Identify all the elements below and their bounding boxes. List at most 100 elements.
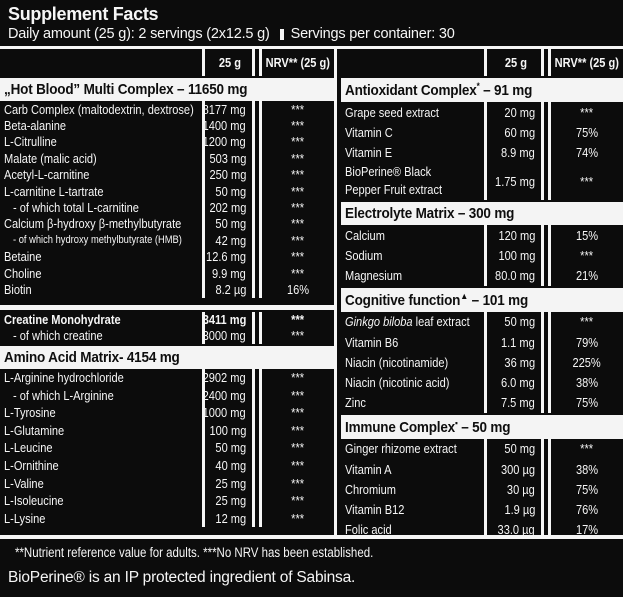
ingredient-amount: 1000 mg xyxy=(202,403,255,422)
page-title: Supplement Facts xyxy=(8,4,159,24)
section-header-title: Cognitive function▲ – 101 mg xyxy=(345,290,529,309)
ingredient-name: Malate (malic acid) xyxy=(0,150,202,166)
column-header-nrv-label: NRV** (25 g) xyxy=(265,55,331,70)
ingredient-amount: 42 mg xyxy=(202,232,255,249)
ingredient-amount: 30 µg xyxy=(484,479,544,500)
ingredient-nrv: 75% xyxy=(548,392,623,413)
table-row: Vitamin B12 1.9 µg 76% xyxy=(341,499,623,520)
ingredient-nrv-text: *** xyxy=(291,232,305,248)
ingredient-name-text: Carb Complex (maltodextrin, dextrose) xyxy=(4,101,194,117)
ingredient-nrv: *** xyxy=(259,199,334,216)
section-footnote-mark: ▲ xyxy=(460,290,469,301)
table-row: Calcium β-hydroxy β-methylbutyrate 50 mg *… xyxy=(0,215,334,233)
table-row: - of which hydroxy methylbutyrate (HMB) 4… xyxy=(0,232,334,249)
ingredient-amount: 50 mg xyxy=(484,311,544,332)
table-divider-line xyxy=(334,49,337,535)
ingredient-amount: 80.0 mg xyxy=(484,265,544,286)
section-header-title: Immune Complex▪ – 50 mg xyxy=(345,417,511,436)
ingredient-name-text: Vitamin E xyxy=(345,144,393,160)
ingredient-nrv: *** xyxy=(259,474,334,492)
ingredient-amount: 503 mg xyxy=(202,150,255,167)
table-row: Acetyl-L-carnitine 250 mg *** xyxy=(0,166,334,183)
ingredient-nrv-text: *** xyxy=(291,328,305,344)
ingredient-nrv-text: *** xyxy=(291,493,305,509)
ingredient-amount-text: 2902 mg xyxy=(202,369,246,385)
ingredient-name-text: L-Tyrosine xyxy=(4,405,56,421)
ingredient-nrv-text: 76% xyxy=(575,501,599,517)
ingredient-amount-text: 100 mg xyxy=(209,422,246,438)
table-row: BioPerine® Black Pepper Fruit extract 1.7… xyxy=(341,162,623,201)
table-row: Creatine Monohydrate 3411 mg *** xyxy=(0,311,334,328)
ingredient-nrv: 75% xyxy=(548,479,623,500)
ingredient-amount-text: 25 mg xyxy=(215,493,246,509)
table-row: - of which creatine 3000 mg *** xyxy=(0,327,334,344)
ingredient-amount-text: 25 mg xyxy=(215,475,246,491)
ingredient-amount-text: 50 mg xyxy=(504,441,535,457)
ingredient-name-text: Calcium β-hydroxy β-methylbutyrate xyxy=(4,216,182,232)
ingredient-name-text: Vitamin B6 xyxy=(345,334,399,350)
table-row: Sodium 100 mg *** xyxy=(341,245,623,266)
column-header-qty-label: 25 g xyxy=(219,55,242,70)
ingredient-name: L-Lysine xyxy=(0,509,202,527)
ingredient-amount: 25 mg xyxy=(202,474,255,492)
ingredient-nrv-text: *** xyxy=(291,475,305,491)
ingredient-name: Vitamin B12 xyxy=(341,499,484,519)
ingredient-amount-text: 503 mg xyxy=(209,150,246,166)
ingredient-name: L-carnitine L-tartrate xyxy=(0,183,202,199)
table-row: L-Tyrosine 1000 mg *** xyxy=(0,403,334,422)
ingredient-amount: 6.0 mg xyxy=(484,372,544,393)
column-header-nrv: NRV** (25 g) xyxy=(259,49,334,76)
table-row: L-Ornithine 40 mg *** xyxy=(0,456,334,475)
left-table: 25 g NRV** (25 g) „Hot Blood” Multi Comple… xyxy=(0,49,334,535)
ingredient-amount: 1.75 mg xyxy=(484,162,544,201)
ingredient-nrv-text: *** xyxy=(291,167,305,183)
ingredient-amount: 8.2 µg xyxy=(202,281,255,298)
ingredient-nrv: 75% xyxy=(548,122,623,143)
ingredient-nrv-text: *** xyxy=(580,441,594,457)
column-header-nrv: NRV** (25 g) xyxy=(548,49,623,76)
section-header: Cognitive function▲ – 101 mg xyxy=(341,287,623,312)
ingredient-amount-text: 1.1 mg xyxy=(501,334,535,350)
table-row: Chromium 30 µg 75% xyxy=(341,479,623,500)
ingredient-name: L-Leucine xyxy=(0,439,202,457)
ingredient-nrv: 16% xyxy=(259,281,334,298)
ingredient-name: Grape seed extract xyxy=(341,102,484,122)
ingredient-nrv-text: 38% xyxy=(575,461,599,477)
ingredient-name-text: Vitamin B12 xyxy=(345,501,405,517)
column-header-row: 25 g NRV** (25 g) xyxy=(0,49,334,76)
ingredient-amount: 12 mg xyxy=(202,509,255,528)
ingredient-name-text: BioPerine® Black Pepper Fruit extract xyxy=(345,163,443,198)
ingredient-name-text: Ginkgo biloba leaf extract xyxy=(345,314,470,330)
section-header: Immune Complex▪ – 50 mg xyxy=(341,414,623,439)
ingredient-nrv-text: *** xyxy=(291,369,305,385)
table-row: Niacin (nicotinic acid) 6.0 mg 38% xyxy=(341,372,623,393)
table-row: Vitamin B6 1.1 mg 79% xyxy=(341,332,623,353)
ingredient-amount-text: 250 mg xyxy=(209,167,246,183)
ingredient-amount: 25 mg xyxy=(202,491,255,510)
ingredient-nrv-text: *** xyxy=(580,104,594,120)
ingredient-amount: 8177 mg xyxy=(202,101,255,118)
ingredient-amount: 1400 mg xyxy=(202,117,255,134)
table-row: Vitamin C 60 mg 75% xyxy=(341,122,623,143)
ingredient-name: Vitamin C xyxy=(341,122,484,142)
ingredient-name: Niacin (nicotinamide) xyxy=(341,352,484,372)
table-section: Cognitive function▲ – 101 mg Ginkgo bilob… xyxy=(341,286,623,413)
ingredient-amount: 100 mg xyxy=(202,421,255,440)
table-row: Zinc 7.5 mg 75% xyxy=(341,392,623,413)
ingredient-nrv: *** xyxy=(259,311,334,328)
section-header: Amino Acid Matrix- 4154 mg xyxy=(0,345,334,369)
footnotes: **Nutrient reference value for adults. *… xyxy=(0,539,623,587)
ingredient-amount-text: 3411 mg xyxy=(202,312,246,328)
ingredient-nrv-text: *** xyxy=(291,312,305,328)
ingredient-amount-text: 6.0 mg xyxy=(501,374,535,390)
ingredient-nrv-text: 16% xyxy=(286,281,310,297)
ingredient-nrv: 15% xyxy=(548,225,623,246)
ingredient-name-text: Niacin (nicotinamide) xyxy=(345,354,449,370)
column-header-empty xyxy=(341,49,484,76)
table-row: L-carnitine L-tartrate 50 mg *** xyxy=(0,182,334,200)
ingredient-amount-text: 50 mg xyxy=(215,440,246,456)
ingredient-amount: 202 mg xyxy=(202,199,255,216)
ingredient-nrv-text: *** xyxy=(291,183,305,199)
ingredient-amount-text: 33.0 µg xyxy=(497,522,535,535)
ingredient-amount-text: 30 µg xyxy=(507,481,535,497)
